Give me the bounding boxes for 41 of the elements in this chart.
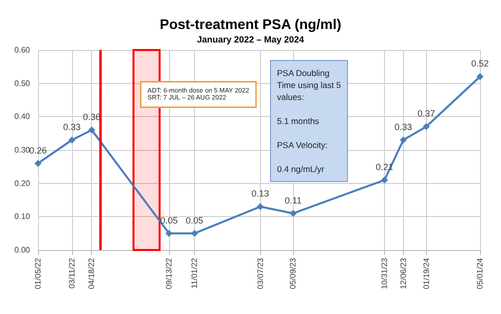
point: [422, 123, 430, 130]
x-tick-label: 05/01/24: [476, 257, 484, 290]
data-label: 0.37: [417, 108, 436, 119]
chart-subtitle: January 2022 – May 2024: [196, 34, 304, 44]
point: [68, 136, 76, 144]
x-tick-label: 10/31/23: [380, 257, 390, 290]
point: [165, 230, 172, 237]
x-tick-label: 12/06/23: [398, 257, 408, 290]
point: [476, 73, 484, 80]
x-tick-label: 09/13/22: [164, 257, 174, 290]
point: [34, 160, 42, 167]
text: 0.30: [14, 146, 30, 154]
data-label: 0.11: [284, 195, 302, 206]
text: 0.50: [14, 78, 30, 88]
data-label: 0.05: [160, 215, 178, 226]
point: [191, 230, 198, 237]
data-label: 0.52: [471, 58, 489, 69]
text: 0.00: [14, 246, 30, 254]
x-tick-label: 11/01/22: [190, 257, 200, 289]
point: [400, 136, 407, 144]
x-tick-label: 03/07/23: [256, 257, 265, 290]
data-label: 0.33: [63, 122, 81, 132]
data-label: 0.05: [186, 215, 204, 226]
data-label: 0.33: [394, 122, 412, 132]
x-tick-label: 01/05/22: [34, 257, 42, 290]
point: [381, 176, 388, 184]
data-label: 0.26: [29, 145, 47, 156]
point: [290, 210, 297, 217]
text: PSA Doubling Time using last 5 values: 5.1 months PSA Velocity: 0.4 ng/mL/yr: [277, 68, 341, 174]
text: 0.60: [14, 46, 30, 54]
x-tick-label: 01/19/24: [422, 257, 431, 290]
point: [88, 126, 96, 134]
x-tick-label: 04/18/22: [87, 257, 96, 290]
point: [256, 203, 264, 210]
chart-title: Post-treatment PSA (ng/ml): [160, 16, 342, 32]
text: 0.10: [14, 212, 30, 222]
x-tick-label: 05/09/23: [288, 257, 298, 290]
text: 0.20: [14, 178, 30, 188]
x-tick-label: 03/11/22: [67, 257, 76, 289]
text: 0.40: [14, 112, 30, 122]
data-label: 0.13: [252, 188, 270, 199]
